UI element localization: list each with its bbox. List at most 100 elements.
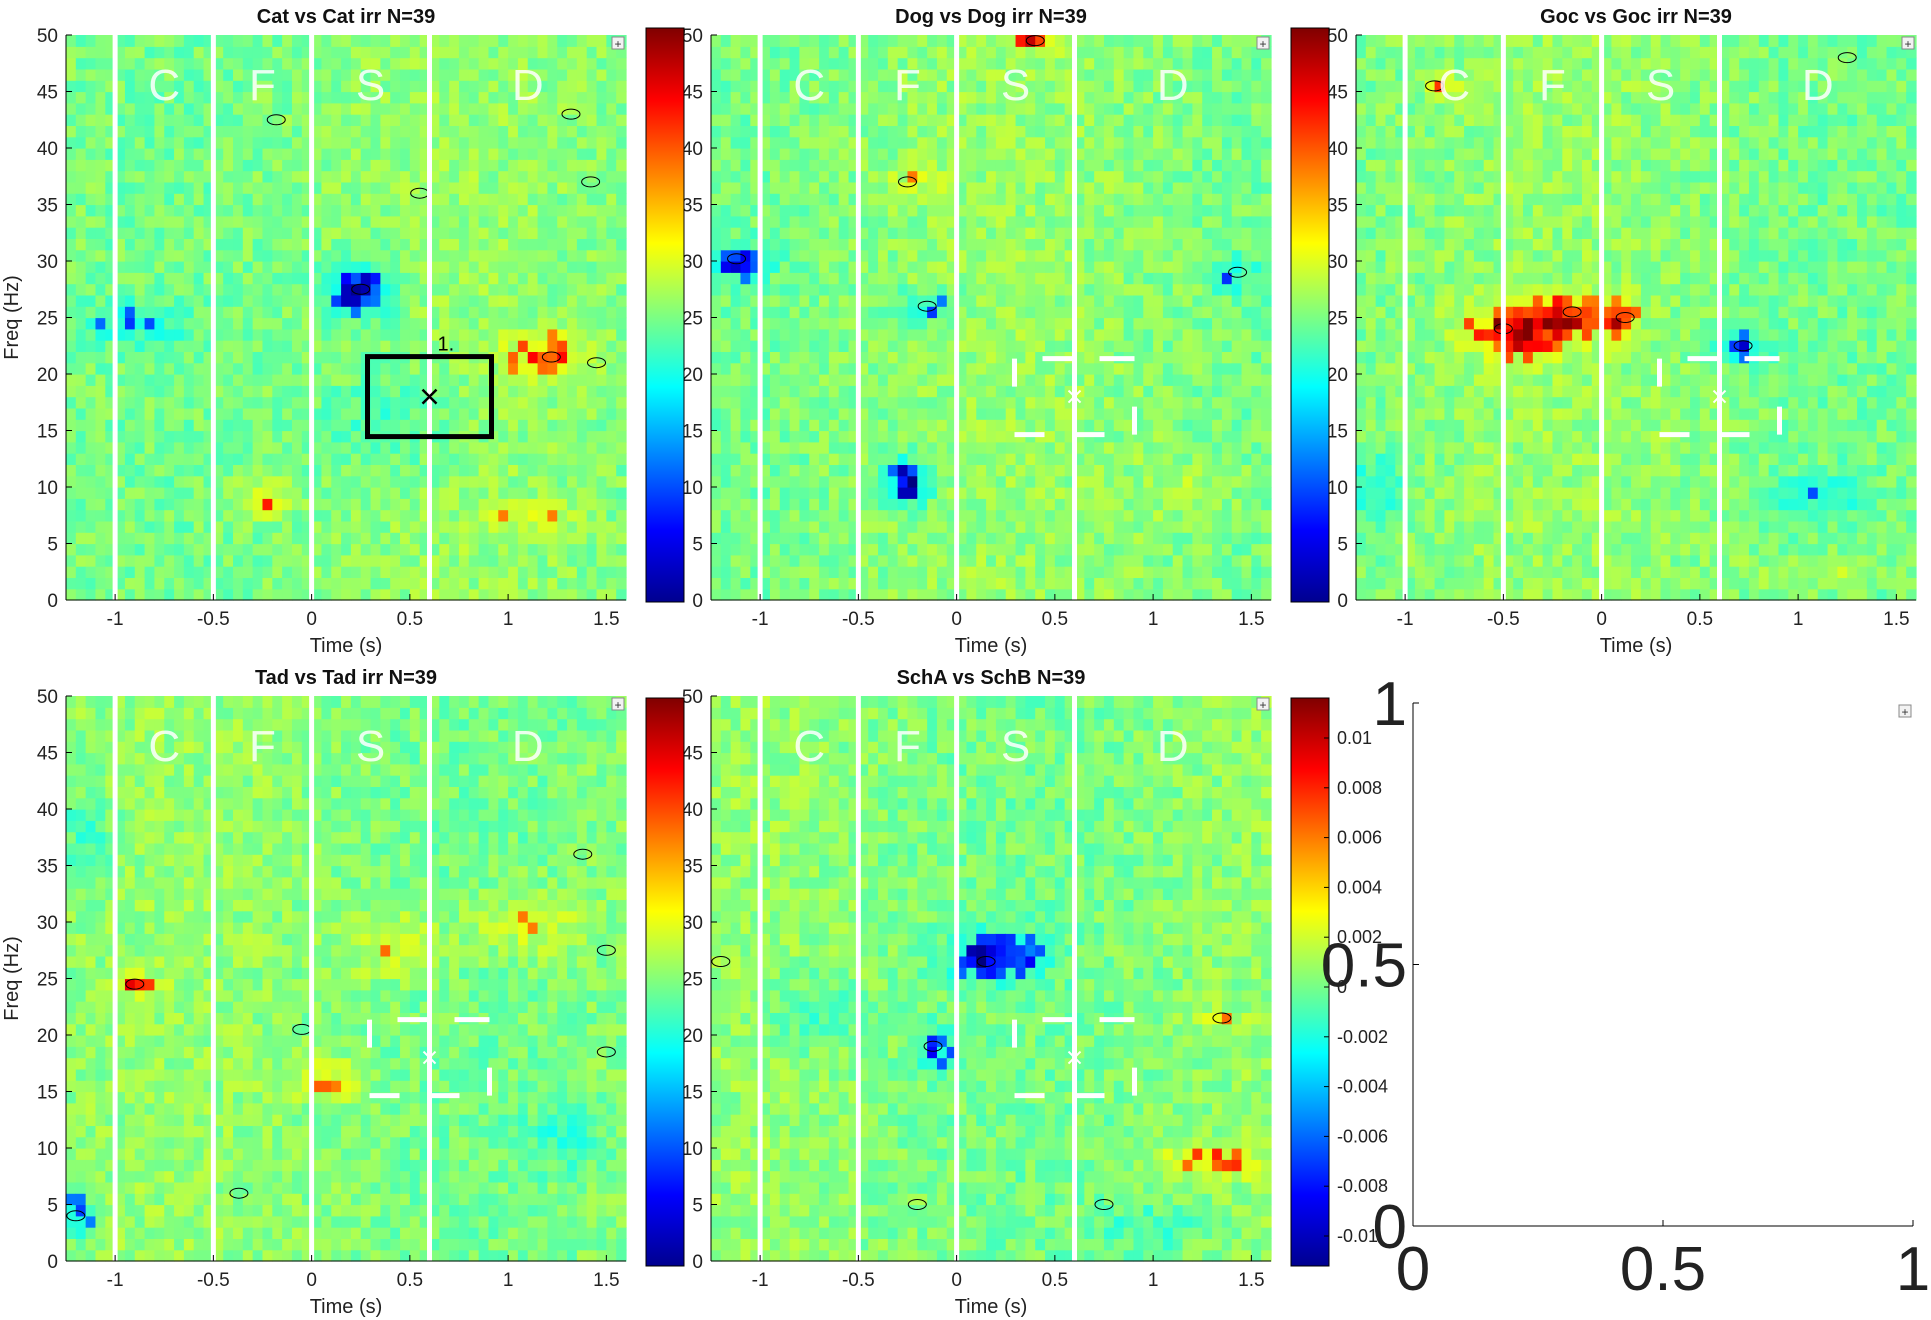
heatmap-cell: [720, 577, 732, 590]
heatmap-cell: [779, 46, 791, 59]
heatmap-cell: [1045, 306, 1056, 319]
heatmap-cell: [887, 249, 899, 262]
heatmap-cell: [897, 543, 909, 556]
heatmap-cell: [878, 227, 889, 239]
heatmap-cell: [868, 181, 879, 194]
heatmap-cell: [936, 283, 948, 296]
heatmap-cell: [1025, 487, 1036, 499]
heatmap-cell: [380, 215, 391, 228]
heatmap-cell: [547, 566, 558, 578]
heatmap-cell: [429, 204, 440, 217]
heatmap-cell: [586, 340, 598, 352]
heatmap-cell: [976, 351, 987, 364]
heatmap-cell: [730, 475, 742, 488]
heatmap-cell: [897, 532, 909, 545]
heatmap-cell: [995, 588, 1007, 601]
heatmap-cell: [750, 588, 761, 601]
heatmap-cell: [1074, 68, 1085, 81]
heatmap-cell: [946, 317, 958, 330]
heatmap-cell: [740, 340, 751, 352]
heatmap-cell: [380, 249, 391, 262]
heatmap-cell: [527, 114, 539, 126]
heatmap-cell: [341, 170, 352, 183]
heatmap-cell: [144, 340, 156, 352]
heatmap-cell: [213, 532, 224, 545]
heatmap-cell: [429, 159, 440, 172]
heatmap-cell: [439, 91, 450, 104]
heatmap-cell: [986, 68, 997, 81]
heatmap-cell: [144, 148, 156, 160]
heatmap-cell: [1074, 566, 1085, 578]
heatmap-cell: [995, 238, 1007, 251]
heatmap-cell: [799, 509, 810, 522]
heatmap-cell: [282, 385, 293, 398]
heatmap-cell: [769, 520, 781, 533]
heatmap-cell: [331, 407, 342, 420]
heatmap-cell: [730, 283, 742, 296]
heatmap-cell: [124, 136, 136, 149]
heatmap-cell: [223, 261, 234, 273]
heatmap-cell: [449, 227, 460, 239]
heatmap-cell: [331, 227, 342, 239]
heatmap-cell: [819, 272, 830, 285]
heatmap-cell: [341, 498, 352, 511]
heatmap-cell: [154, 577, 165, 590]
heatmap-cell: [66, 351, 77, 364]
heatmap-cell: [769, 204, 781, 217]
heatmap-cell: [262, 453, 273, 465]
heatmap-cell: [193, 57, 205, 70]
heatmap-cell: [1015, 464, 1026, 477]
heatmap-cell: [907, 125, 918, 138]
heatmap-cell: [85, 193, 97, 206]
heatmap-cell: [458, 238, 470, 251]
heatmap-cell: [164, 261, 175, 273]
heatmap-cell: [223, 328, 234, 341]
heatmap-cell: [596, 374, 607, 386]
heatmap-cell: [547, 91, 558, 104]
heatmap-cell: [799, 487, 810, 499]
heatmap-cell: [936, 91, 948, 104]
heatmap-cell: [400, 577, 411, 590]
heatmap-cell: [567, 577, 578, 590]
heatmap-cell: [858, 80, 869, 93]
heatmap-cell: [976, 317, 987, 330]
heatmap-cell: [887, 464, 899, 477]
heatmap-cell: [789, 193, 801, 206]
heatmap-cell: [1094, 91, 1105, 104]
heatmap-cell: [144, 487, 156, 499]
heatmap-cell: [115, 374, 126, 386]
heatmap-cell: [75, 588, 87, 601]
heatmap-cell: [858, 136, 869, 149]
heatmap-cell: [946, 588, 958, 601]
heatmap-cell: [341, 159, 352, 172]
heatmap-cell: [740, 475, 751, 488]
heatmap-cell: [567, 204, 578, 217]
heatmap-cell: [769, 374, 781, 386]
heatmap-cell: [223, 238, 234, 251]
heatmap-cell: [124, 419, 136, 432]
heatmap-cell: [809, 453, 820, 465]
expand-button[interactable]: [611, 36, 625, 50]
heatmap-cell: [720, 91, 732, 104]
heatmap-cell: [341, 125, 352, 138]
heatmap-cell: [1015, 328, 1026, 341]
heatmap-cell: [409, 328, 421, 341]
heatmap-cell: [1094, 35, 1105, 47]
heatmap-cell: [223, 374, 234, 386]
heatmap-cell: [85, 57, 97, 70]
heatmap-cell: [429, 328, 440, 341]
heatmap-cell: [720, 102, 732, 115]
heatmap-cell: [144, 430, 156, 443]
heatmap-cell: [1005, 566, 1017, 578]
heatmap-cell: [606, 114, 617, 126]
heatmap-cell: [1054, 577, 1066, 590]
heatmap-cell: [164, 509, 175, 522]
heatmap-cell: [1005, 159, 1017, 172]
heatmap-cell: [1074, 114, 1085, 126]
heatmap-cell: [262, 543, 273, 556]
heatmap-cell: [711, 125, 722, 138]
heatmap-cell: [1113, 554, 1125, 567]
heatmap-cell: [439, 68, 450, 81]
heatmap-cell: [1045, 261, 1056, 273]
heatmap-cell: [576, 362, 588, 375]
